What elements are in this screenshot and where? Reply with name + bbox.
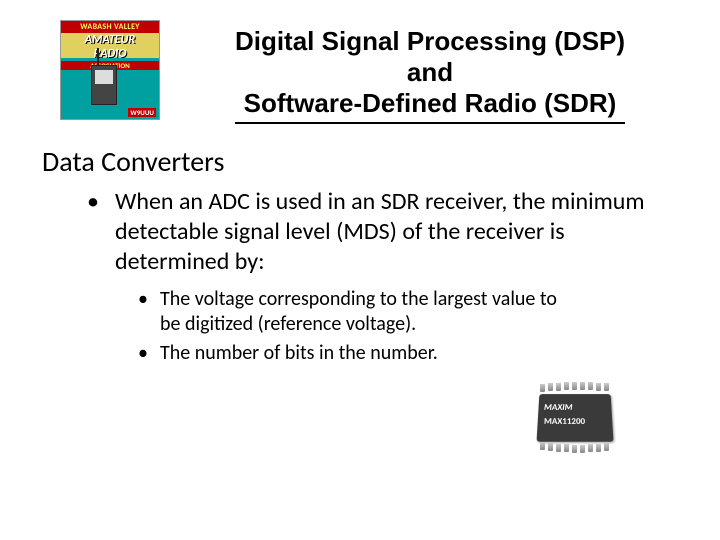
bullet-level2-a: The voltage corresponding to the largest… — [0, 287, 720, 341]
club-logo: WABASH VALLEY AMATEUR RADIO ASSOCIATION … — [60, 20, 160, 120]
bullet-level2-b: The number of bits in the number. — [0, 341, 720, 370]
logo-top-banner: WABASH VALLEY — [61, 21, 159, 33]
chip-image: MAXIM MAX11200 — [520, 380, 630, 455]
section-heading: Data Converters — [0, 134, 720, 185]
title-line2: and — [407, 57, 453, 87]
chip-brand: MAXIM — [544, 402, 573, 412]
logo-callsign: W9UUU — [128, 108, 156, 117]
bullet-level1: When an ADC is used in an SDR receiver, … — [0, 185, 720, 287]
logo-main-line2: RADIO — [61, 47, 159, 61]
title-line1: Digital Signal Processing (DSP) — [235, 26, 625, 56]
slide-title: Digital Signal Processing (DSP) and Soft… — [235, 26, 625, 124]
title-block: Digital Signal Processing (DSP) and Soft… — [170, 20, 690, 124]
title-line3: Software-Defined Radio (SDR) — [244, 88, 617, 118]
header-row: WABASH VALLEY AMATEUR RADIO ASSOCIATION … — [0, 0, 720, 134]
chip-part: MAX11200 — [544, 416, 585, 426]
logo-main-line1: AMATEUR — [61, 33, 159, 47]
radio-icon — [91, 65, 117, 105]
